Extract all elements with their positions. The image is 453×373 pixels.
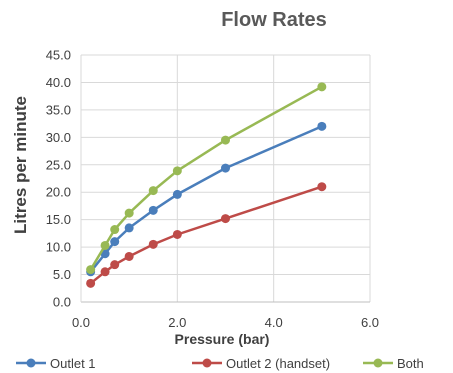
chart-title: Flow Rates bbox=[221, 9, 327, 31]
y-axis-title: Litres per minute bbox=[11, 96, 30, 234]
y-tick-label: 25.0 bbox=[46, 157, 71, 172]
data-point bbox=[124, 251, 134, 261]
y-tick-label: 5.0 bbox=[53, 267, 71, 282]
data-point bbox=[172, 229, 182, 239]
data-point bbox=[148, 239, 158, 249]
data-point bbox=[172, 189, 182, 199]
data-point bbox=[110, 225, 120, 235]
data-point bbox=[100, 267, 110, 277]
data-point bbox=[148, 186, 158, 196]
data-point bbox=[110, 237, 120, 247]
data-point bbox=[86, 265, 96, 275]
data-point bbox=[317, 182, 327, 192]
y-tick-label: 35.0 bbox=[46, 102, 71, 117]
legend: Outlet 1 Outlet 2 (handset) Both bbox=[16, 356, 424, 371]
x-tick-labels: 0.0 2.0 4.0 6.0 bbox=[72, 315, 379, 330]
series-line bbox=[89, 185, 323, 285]
legend-marker bbox=[373, 358, 383, 368]
legend-marker bbox=[202, 358, 212, 368]
data-point bbox=[124, 208, 134, 218]
axes bbox=[80, 55, 370, 303]
data-point bbox=[100, 240, 110, 250]
y-tick-label: 10.0 bbox=[46, 240, 71, 255]
y-tick-label: 45.0 bbox=[46, 48, 71, 63]
data-point bbox=[110, 260, 120, 270]
data-point bbox=[124, 223, 134, 233]
y-tick-label: 15.0 bbox=[46, 212, 71, 227]
series-3 bbox=[86, 82, 327, 275]
x-tick-label: 6.0 bbox=[361, 315, 379, 330]
legend-item: Outlet 1 bbox=[16, 356, 96, 371]
x-tick-label: 2.0 bbox=[168, 315, 186, 330]
series-2 bbox=[86, 182, 327, 288]
data-point bbox=[86, 278, 96, 288]
x-tick-label: 0.0 bbox=[72, 315, 90, 330]
legend-label: Both bbox=[397, 356, 424, 371]
y-tick-label: 20.0 bbox=[46, 185, 71, 200]
data-point bbox=[221, 163, 230, 173]
y-tick-label: 30.0 bbox=[46, 130, 71, 145]
x-axis-title: Pressure (bar) bbox=[175, 331, 270, 347]
x-tick-label: 4.0 bbox=[265, 315, 283, 330]
data-point bbox=[221, 214, 230, 224]
y-tick-label: 0.0 bbox=[53, 295, 71, 310]
series-1 bbox=[86, 121, 327, 277]
y-tick-labels: 0.0 5.0 10.0 15.0 20.0 25.0 30.0 35.0 40.0 45.0 bbox=[46, 48, 71, 310]
data-point bbox=[172, 166, 182, 176]
legend-item: Both bbox=[363, 356, 424, 371]
data-point bbox=[317, 82, 327, 92]
data-point bbox=[317, 121, 327, 131]
data-point bbox=[148, 205, 158, 215]
legend-label: Outlet 1 bbox=[50, 356, 96, 371]
legend-marker bbox=[26, 358, 36, 368]
legend-item: Outlet 2 (handset) bbox=[192, 356, 330, 371]
y-tick-label: 40.0 bbox=[46, 75, 71, 90]
data-point bbox=[221, 135, 230, 145]
legend-label: Outlet 2 (handset) bbox=[226, 356, 330, 371]
grid-lines bbox=[80, 54, 371, 303]
series-group bbox=[86, 82, 327, 288]
